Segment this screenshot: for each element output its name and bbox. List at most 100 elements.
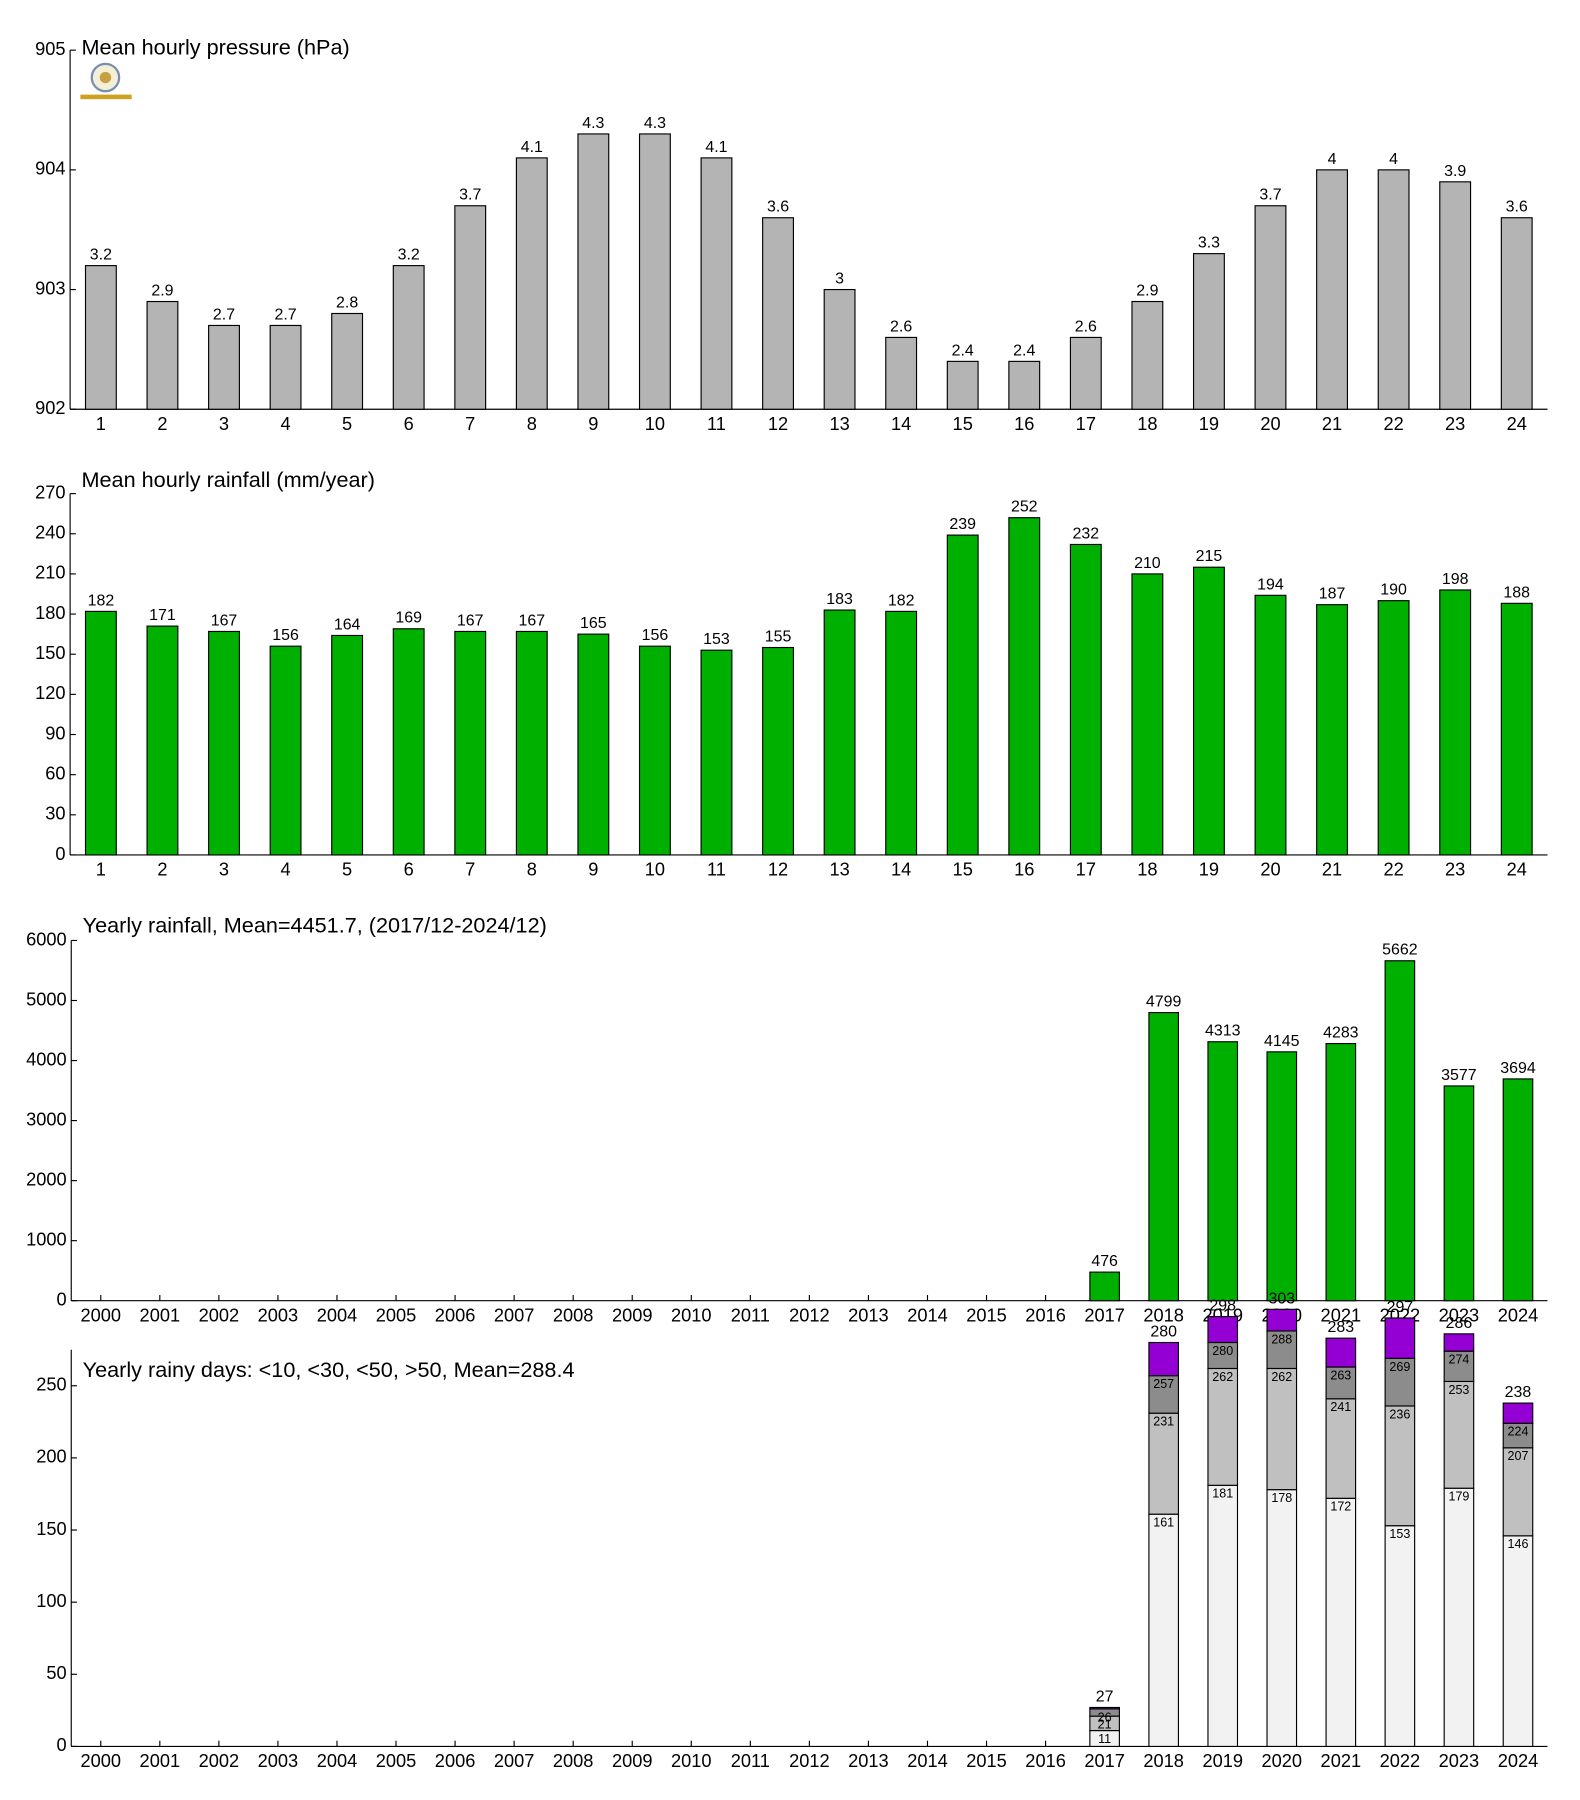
total-label: 27 [1096, 1688, 1114, 1705]
x-tick-label: 2021 [1321, 1304, 1362, 1325]
bar [823, 288, 856, 410]
bar-segment [1384, 1317, 1416, 1359]
value-label: 252 [1011, 499, 1038, 516]
bar-segment [1443, 1380, 1475, 1489]
x-tick-label: 2024 [1498, 1304, 1539, 1325]
value-label: 239 [949, 516, 976, 533]
x-tick-label: 2016 [1025, 1750, 1066, 1771]
segment-label: 172 [1330, 1500, 1351, 1514]
segment-label: 262 [1271, 1370, 1292, 1384]
bar [1443, 1085, 1475, 1302]
bar-segment [1266, 1308, 1298, 1332]
y-tick-label: 2000 [26, 1168, 67, 1189]
bar-segment [1148, 1513, 1180, 1747]
bar-segment [1207, 1341, 1239, 1370]
bar-segment [1148, 1412, 1180, 1515]
x-tick-label: 12 [768, 413, 788, 434]
x-tick-label: 2011 [731, 1304, 770, 1325]
value-label: 210 [1134, 555, 1161, 572]
y-tick-label: 270 [35, 481, 65, 502]
x-tick-label: 2014 [907, 1304, 948, 1325]
segment-label: 21 [1098, 1718, 1112, 1732]
x-tick-label: 21 [1322, 413, 1342, 434]
x-tick-label: 2001 [140, 1750, 181, 1771]
x-tick-label: 16 [1014, 413, 1034, 434]
bar [762, 217, 794, 410]
x-tick-label: 2002 [199, 1750, 240, 1771]
bar-segment [1502, 1422, 1534, 1449]
bar [146, 300, 179, 410]
bar-segment [1443, 1350, 1475, 1383]
x-tick-label: 10 [645, 859, 665, 880]
x-tick-label: 2007 [494, 1750, 535, 1771]
value-label: 3577 [1441, 1067, 1477, 1084]
bar-segment [1207, 1315, 1239, 1344]
x-tick-label: 24 [1507, 413, 1527, 434]
segment-label: 241 [1330, 1400, 1351, 1414]
bar [1266, 1051, 1298, 1302]
bar [638, 645, 671, 856]
segment-label: 207 [1508, 1449, 1529, 1463]
bar [1316, 604, 1349, 856]
value-label: 2.9 [1136, 282, 1158, 299]
value-label: 187 [1319, 586, 1346, 603]
value-label: 2.4 [952, 342, 974, 359]
bar-segment [1266, 1367, 1298, 1491]
bar [1500, 602, 1533, 856]
value-label: 4145 [1264, 1033, 1300, 1050]
value-label: 3694 [1500, 1060, 1536, 1077]
x-tick-label: 2002 [199, 1304, 240, 1325]
value-label: 167 [211, 612, 238, 629]
bar [1502, 1078, 1534, 1302]
x-tick-label: 2014 [907, 1750, 948, 1771]
y-tick-label: 240 [35, 522, 65, 543]
x-tick-label: 2011 [731, 1750, 770, 1771]
segment-label: 280 [1212, 1344, 1233, 1358]
bar [638, 133, 671, 410]
y-tick-label: 120 [35, 682, 65, 703]
value-label: 156 [642, 627, 669, 644]
x-tick-label: 2 [157, 859, 167, 880]
bar-segment [1325, 1398, 1357, 1499]
segment-label: 263 [1330, 1368, 1351, 1382]
bar [1089, 1271, 1120, 1302]
x-tick-label: 8 [527, 859, 537, 880]
x-tick-label: 2023 [1439, 1750, 1480, 1771]
value-label: 5662 [1382, 942, 1418, 959]
chart-title: Yearly rainy days: <10, <30, <50, >50, M… [83, 1357, 575, 1382]
total-label: 298 [1209, 1297, 1236, 1314]
bar [1008, 517, 1041, 856]
x-tick-label: 2006 [435, 1750, 476, 1771]
value-label: 4.1 [521, 139, 543, 156]
bar [1131, 300, 1164, 410]
x-tick-label: 19 [1199, 859, 1219, 880]
bar-segment [1502, 1402, 1534, 1424]
x-tick-label: 2009 [612, 1304, 653, 1325]
bar [1384, 960, 1416, 1302]
bar [146, 625, 179, 856]
bar [1254, 594, 1287, 856]
x-tick-label: 2013 [848, 1750, 889, 1771]
y-tick-label: 904 [35, 158, 65, 179]
y-tick-label: 100 [36, 1590, 66, 1611]
bar [392, 628, 425, 856]
bar-segment [1502, 1447, 1534, 1537]
x-tick-label: 2000 [81, 1304, 122, 1325]
x-tick-label: 2012 [789, 1750, 830, 1771]
bar [208, 324, 240, 410]
bar [84, 265, 117, 410]
total-label: 283 [1328, 1319, 1355, 1336]
value-label: 4313 [1205, 1023, 1241, 1040]
x-tick-label: 2016 [1025, 1304, 1066, 1325]
y-tick-label: 200 [36, 1446, 66, 1467]
bar [1500, 217, 1533, 410]
x-tick-label: 2015 [966, 1750, 1007, 1771]
x-tick-label: 22 [1383, 859, 1403, 880]
y-tick-label: 1000 [26, 1228, 67, 1249]
value-label: 165 [580, 615, 607, 632]
value-label: 2.4 [1013, 342, 1035, 359]
value-label: 188 [1503, 584, 1530, 601]
bar [1192, 566, 1225, 856]
segment-label: 262 [1212, 1370, 1233, 1384]
x-tick-label: 2009 [612, 1750, 653, 1771]
